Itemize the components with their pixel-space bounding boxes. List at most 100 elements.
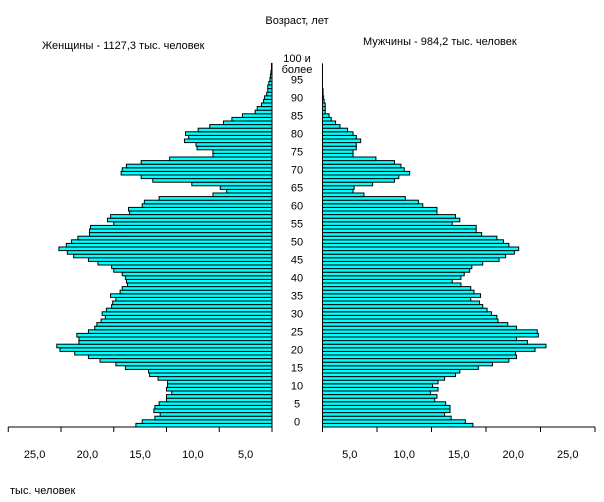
male-bar-age-70	[322, 170, 411, 176]
female-bar-age-12	[167, 379, 273, 385]
female-bars	[56, 62, 273, 428]
male-series-label: Мужчины - 984,2 тыс. человек	[363, 36, 517, 48]
female-bar-age-78	[195, 142, 273, 147]
male-bar-age-21	[322, 347, 536, 352]
female-bar-age-61	[141, 203, 273, 208]
female-bar-age-1	[141, 419, 273, 424]
female-bar-age-70	[120, 170, 273, 176]
female-bar-age-60	[128, 206, 273, 212]
male-bar-age-84	[322, 120, 337, 126]
female-bar-age-92	[266, 91, 273, 97]
male-bar-age-2	[322, 415, 452, 421]
female-bar-age-80	[188, 134, 273, 140]
female-bar-age-14	[149, 372, 273, 378]
female-bar-age-89	[260, 102, 273, 108]
age-label: 40	[291, 273, 303, 285]
female-bar-age-59	[129, 210, 273, 216]
female-bar-age-30	[104, 314, 273, 320]
male-bar-age-4	[322, 408, 451, 414]
female-bar-age-24	[78, 336, 273, 342]
age-label: 50	[291, 237, 303, 249]
male-bar-age-30	[322, 314, 498, 320]
female-x-tick-label: 25,0	[24, 449, 45, 461]
male-bar-age-28	[322, 322, 509, 327]
female-bar-age-73	[140, 160, 273, 165]
male-bar-age-49	[322, 246, 520, 252]
male-bar-age-55	[322, 224, 477, 230]
male-bar-age-81	[322, 131, 354, 136]
female-bar-age-6	[158, 401, 273, 406]
male-x-tick-label: 10,0	[394, 449, 415, 461]
female-bar-age-54	[88, 228, 273, 234]
male-bar-age-13	[322, 376, 446, 381]
female-bar-age-29	[100, 318, 273, 324]
female-x-tick-label: 10,0	[182, 449, 203, 461]
male-bar-age-43	[322, 268, 471, 273]
male-bar-age-60	[322, 206, 438, 212]
male-bar-age-24	[322, 336, 518, 342]
male-bar-age-57	[322, 217, 461, 223]
female-bar-age-39	[126, 282, 273, 288]
male-bar-age-86	[322, 113, 330, 118]
male-bar-age-46	[322, 257, 500, 262]
female-bar-age-47	[73, 253, 273, 259]
male-bar-age-42	[322, 271, 465, 277]
female-bar-age-31	[101, 311, 273, 316]
male-bar-age-12	[322, 379, 439, 385]
female-bar-age-91	[264, 95, 273, 100]
male-bar-age-74	[322, 156, 377, 162]
male-bar-age-38	[322, 286, 472, 291]
age-axis-labels: 0 5 10 15 20 25 30 35 40 45 50 55 60 65 70 75 80 85 90 95 10…	[282, 53, 313, 429]
age-label: 25	[291, 327, 303, 339]
female-bar-age-7	[166, 397, 273, 403]
female-bar-age-51	[71, 239, 273, 244]
female-bar-age-53	[88, 232, 273, 237]
female-bar-age-41	[124, 275, 273, 280]
age-label: 10	[291, 381, 303, 393]
female-bar-age-79	[183, 138, 273, 144]
male-bar-age-16	[322, 365, 479, 370]
male-bar-age-83	[322, 124, 341, 129]
male-bar-age-67	[322, 181, 374, 187]
female-bar-age-55	[90, 224, 273, 230]
male-bar-age-20	[322, 350, 516, 356]
male-bar-age-41	[322, 275, 462, 280]
female-bar-age-35	[115, 296, 273, 302]
male-bar-age-66	[322, 185, 355, 190]
age-label: 90	[291, 93, 303, 105]
male-bar-age-44	[322, 264, 473, 270]
female-bar-age-82	[197, 127, 273, 133]
female-bar-age-88	[256, 106, 273, 111]
female-bar-age-56	[113, 221, 273, 226]
age-label: 70	[291, 165, 303, 177]
unit-label: тыс. человек	[10, 485, 76, 497]
female-bar-age-50	[65, 242, 273, 248]
female-bar-age-63	[158, 196, 273, 201]
female-bar-age-32	[105, 307, 273, 313]
female-bar-age-57	[106, 217, 273, 223]
female-bar-age-58	[110, 214, 273, 219]
x-axis-tick-labels: 5,0 5,0 10,0 10,0 15,0 15,0 20,0 20,0 25,0 25,0	[24, 449, 579, 461]
age-label: 0	[294, 417, 300, 429]
male-bar-age-45	[322, 260, 484, 266]
male-bar-age-34	[322, 300, 480, 306]
age-label: 65	[291, 183, 303, 195]
female-bar-age-81	[184, 131, 273, 136]
female-bar-age-5	[154, 404, 273, 410]
female-bar-age-25	[76, 332, 273, 338]
female-bar-age-65	[226, 188, 273, 194]
age-label: 30	[291, 309, 303, 321]
male-bar-age-63	[322, 196, 406, 201]
female-bar-age-2	[154, 415, 273, 421]
age-label: 60	[291, 201, 303, 213]
male-bar-age-56	[322, 221, 453, 226]
male-bar-age-71	[322, 167, 405, 172]
female-bar-age-86	[241, 113, 273, 118]
male-bar-age-5	[322, 404, 451, 410]
male-bar-age-19	[322, 354, 518, 360]
female-bar-age-8	[166, 394, 273, 399]
female-bar-age-27	[94, 325, 273, 331]
male-bar-age-68	[322, 178, 395, 183]
female-bar-age-68	[152, 178, 273, 183]
male-bar-age-26	[322, 329, 538, 334]
